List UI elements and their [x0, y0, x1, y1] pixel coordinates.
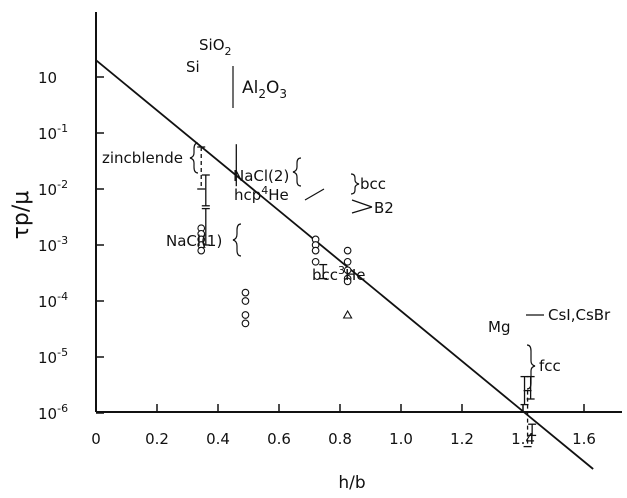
b2-leader — [351, 199, 373, 214]
label-nacl1: NaCl(1) — [166, 232, 222, 250]
zincblende-brace — [189, 142, 199, 174]
bcc3-superscript: 3 — [338, 264, 345, 277]
label-mg: Mg — [488, 318, 510, 336]
label-zincblende: zincblende — [102, 149, 183, 167]
fcc-brace — [526, 344, 536, 390]
bcc3-base: bcc — [312, 266, 338, 284]
x-tick-label: 0.8 — [328, 430, 352, 448]
trend-line — [95, 59, 594, 470]
error-bar — [528, 423, 537, 437]
data-point — [343, 277, 352, 286]
error-bar — [319, 263, 328, 280]
x-tick-label: 0.4 — [206, 430, 230, 448]
y-ticks: 10 10-1 10-2 10-3 10-4 10-5 10-6 — [38, 69, 104, 423]
bcc3-he: He — [345, 266, 366, 284]
al-o-subscript: 3 — [279, 87, 287, 101]
data-point — [311, 257, 320, 266]
bcc-brace — [350, 173, 360, 195]
y-axis-title: τp/μ — [9, 191, 34, 240]
al-subscript: 2 — [258, 87, 266, 101]
label-bcc3he: bcc3He — [312, 264, 366, 284]
y-tick-label: 10-2 — [38, 178, 68, 199]
y-tick-label: 10-6 — [38, 402, 68, 423]
label-b2: B2 — [374, 199, 394, 217]
label-al2o3: Al2O3 — [242, 78, 287, 101]
error-bar — [201, 174, 210, 207]
hcp-leader — [304, 188, 325, 201]
hcp-base: hcp — [234, 186, 261, 204]
y-tick-label: 10-3 — [38, 234, 68, 255]
nacl1-brace — [232, 223, 242, 257]
x-ticks: 0 0.2 0.4 0.6 0.8 1.0 1.2 1.4 1.6 — [91, 404, 596, 448]
label-nacl2: NaCl(2) — [233, 167, 289, 185]
data-point — [241, 288, 250, 297]
label-csi-csbr: CsI,CsBr — [548, 306, 611, 324]
error-bar — [197, 146, 206, 190]
data-point — [343, 266, 352, 275]
data-point — [311, 246, 320, 255]
hcp-he: He — [268, 186, 289, 204]
label-sio2: SiO2 — [199, 36, 232, 58]
data-point — [241, 297, 250, 305]
al-base: Al — [242, 78, 258, 98]
label-fcc: fcc — [539, 357, 561, 375]
error-bars — [197, 144, 537, 448]
data-points — [197, 224, 353, 328]
label-hcp4he: hcp4He — [234, 184, 289, 204]
x-tick-label: 1.6 — [572, 430, 596, 448]
x-axis-title: h/b — [338, 473, 365, 493]
nacl2-brace — [292, 157, 302, 187]
y-tick-label: 10 — [38, 69, 57, 87]
al-o: O — [266, 78, 279, 98]
x-tick-label: 0.6 — [267, 430, 291, 448]
sio2-subscript: 2 — [225, 45, 232, 58]
hcp-superscript: 4 — [261, 184, 268, 197]
sio2-base: SiO — [199, 36, 225, 54]
x-tick-label: 0.2 — [145, 430, 169, 448]
annotation-leaders — [189, 66, 544, 390]
data-point — [241, 311, 250, 319]
data-point — [241, 319, 250, 328]
x-tick-label: 0 — [91, 430, 101, 448]
annotations: Si SiO2 Al2O3 zincblende NaCl(2) hcp4He … — [102, 36, 611, 375]
label-bcc: bcc — [360, 175, 386, 193]
data-point — [343, 246, 352, 255]
label-si: Si — [186, 58, 200, 76]
y-tick-label: 10-4 — [38, 290, 68, 311]
data-point — [197, 246, 206, 255]
data-point — [342, 309, 353, 319]
data-point — [343, 257, 352, 266]
x-tick-label: 1.4 — [511, 430, 535, 448]
y-tick-label: 10-1 — [38, 122, 68, 143]
error-bar — [523, 389, 532, 448]
x-tick-label: 1.2 — [450, 430, 474, 448]
x-tick-label: 1.0 — [389, 430, 413, 448]
y-tick-label: 10-5 — [38, 346, 68, 367]
